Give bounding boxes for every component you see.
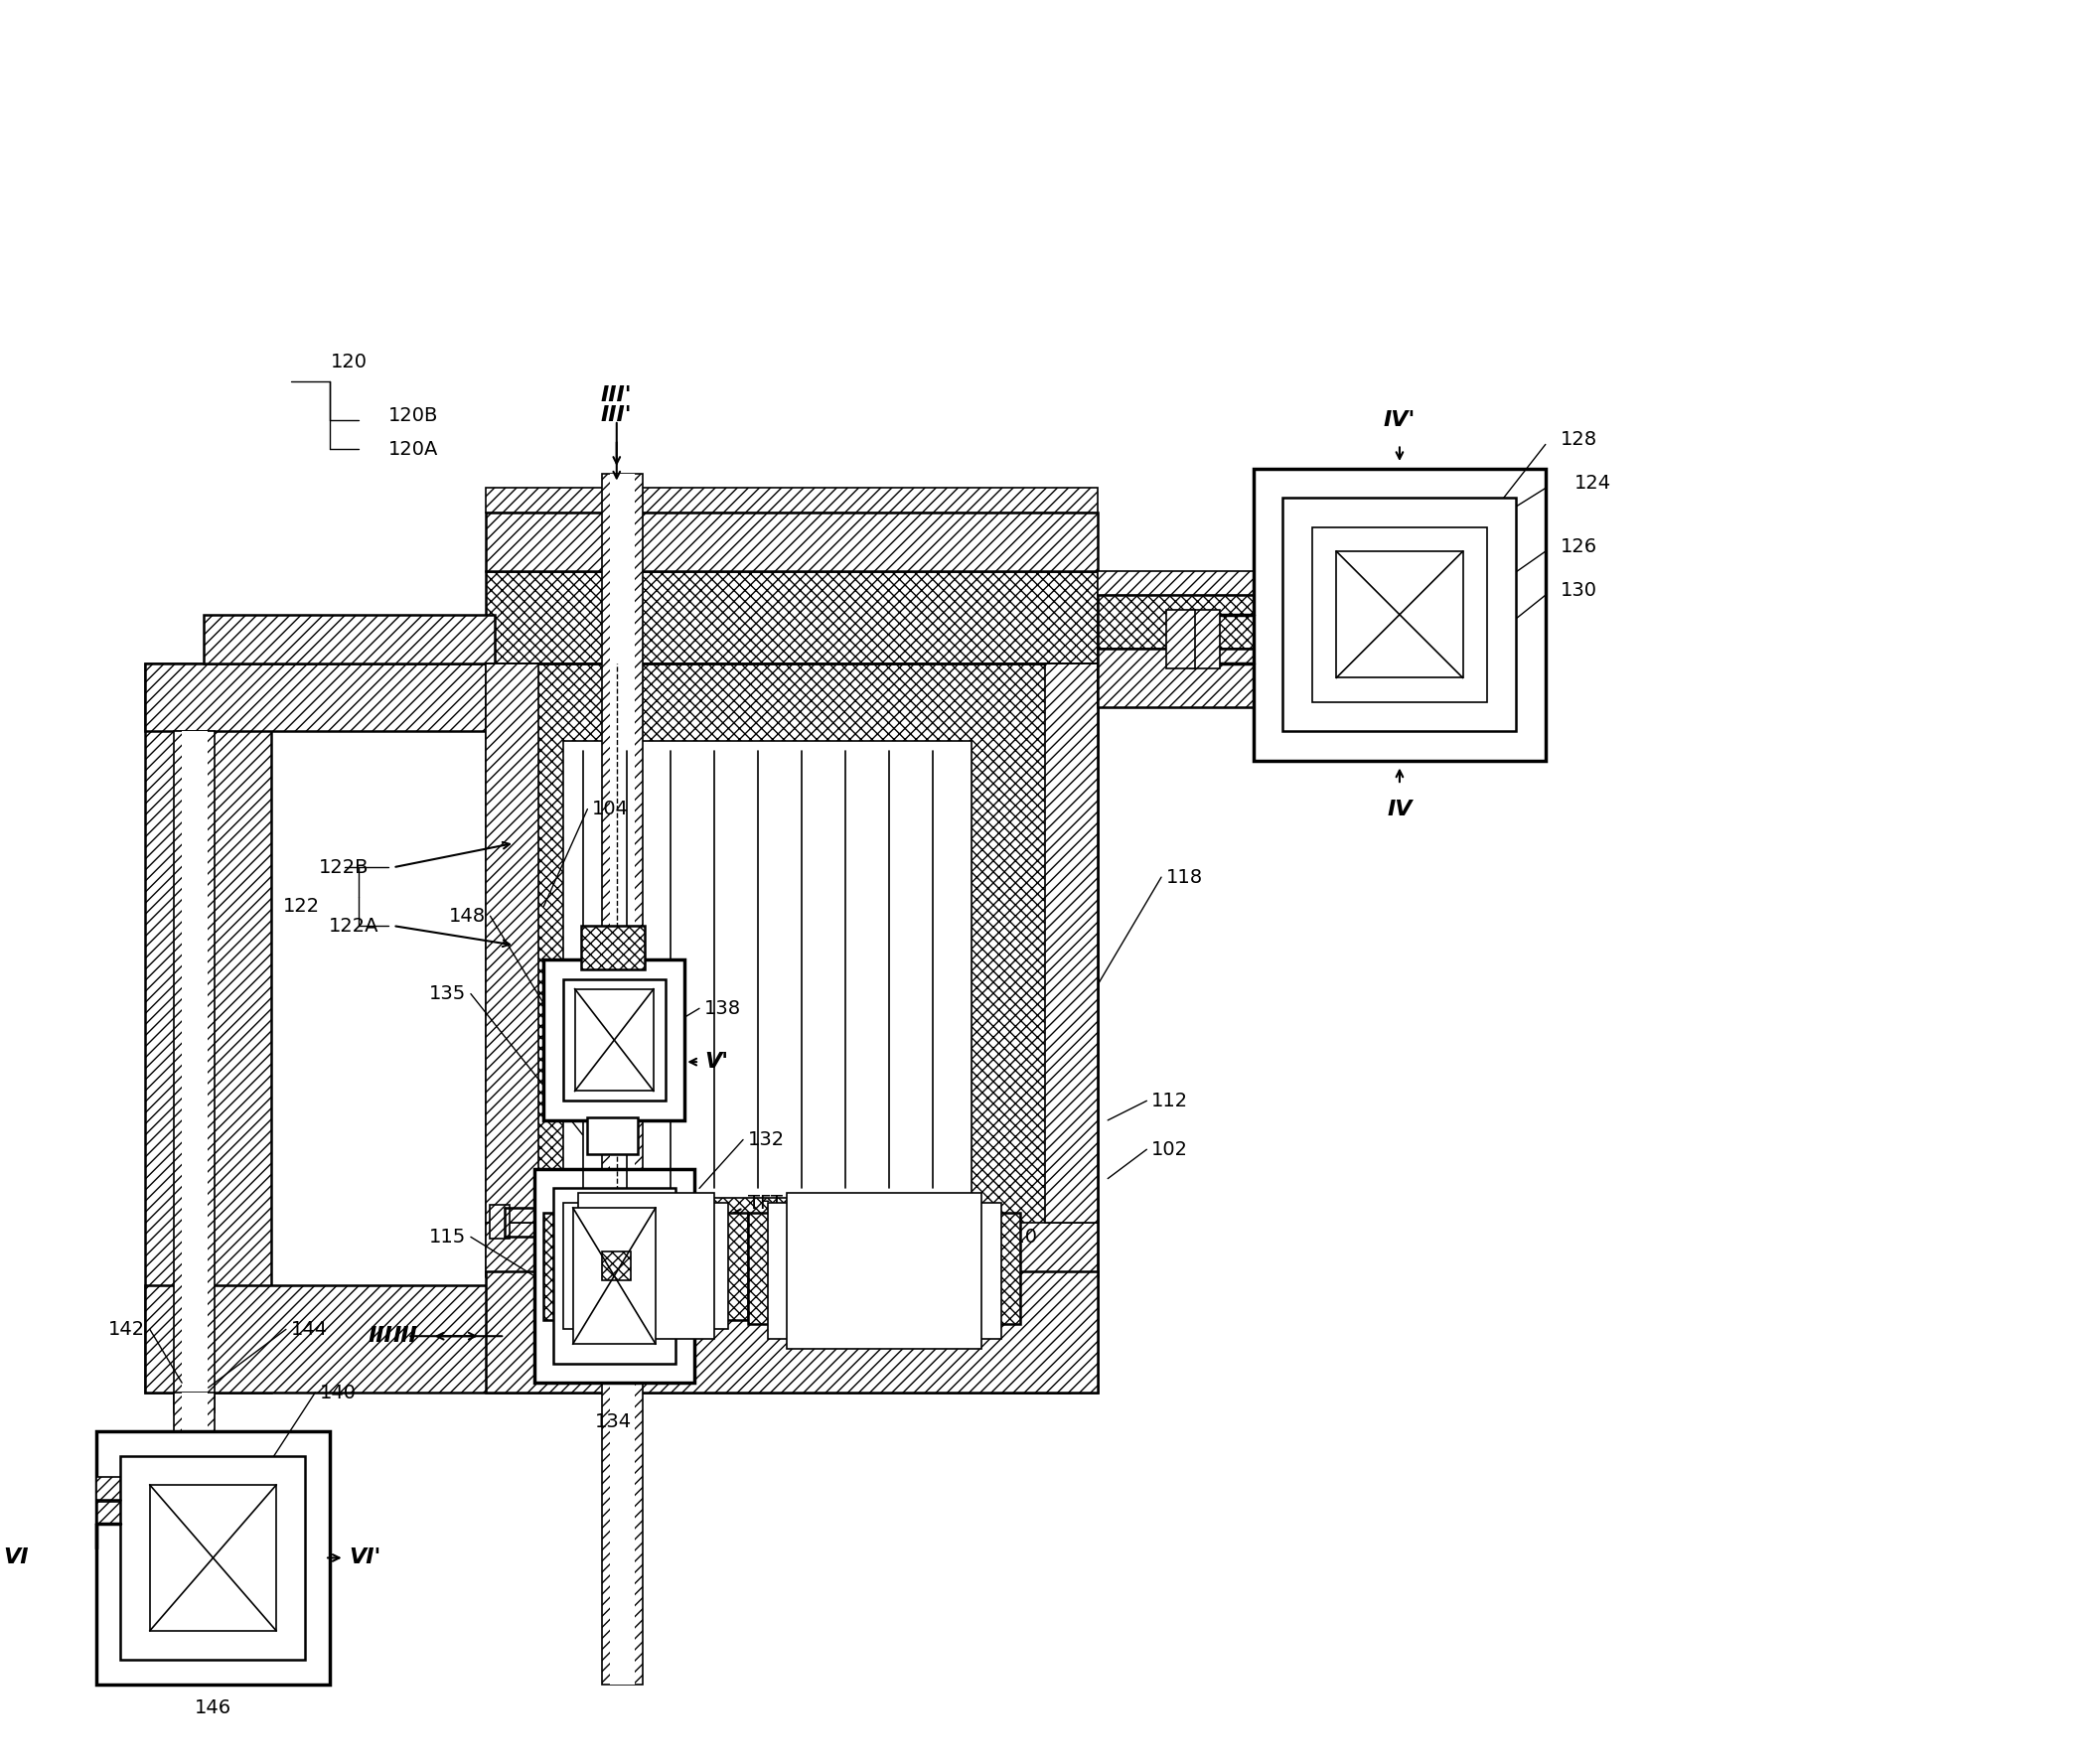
Text: VI': VI' — [350, 1549, 382, 1568]
Bar — [484, 489, 1099, 513]
Bar — [1313, 527, 1487, 702]
Text: 135: 135 — [430, 984, 466, 1004]
Bar — [564, 979, 665, 1101]
Bar — [96, 1499, 124, 1524]
Bar — [145, 663, 271, 1392]
Bar — [1254, 469, 1545, 760]
Text: TFT: TFT — [749, 1194, 782, 1212]
Text: III: III — [369, 1327, 392, 1346]
Bar — [1336, 552, 1464, 677]
Bar — [575, 990, 654, 1092]
Bar — [145, 1286, 1069, 1392]
Text: 138: 138 — [705, 998, 740, 1018]
Text: 130: 130 — [1560, 580, 1596, 600]
Text: V': V' — [705, 1051, 728, 1073]
Text: 102: 102 — [1151, 1140, 1189, 1159]
Text: 120: 120 — [331, 353, 367, 370]
Text: 120A: 120A — [388, 439, 438, 459]
Bar — [484, 1272, 1099, 1392]
Bar — [484, 1222, 1099, 1275]
Bar — [602, 1251, 631, 1281]
Text: 126: 126 — [1560, 536, 1598, 556]
Bar — [535, 1170, 694, 1383]
Bar — [96, 1431, 329, 1685]
Bar — [271, 732, 992, 1286]
Bar — [749, 1212, 1021, 1325]
Bar — [484, 663, 1099, 1275]
Text: 146: 146 — [195, 1699, 231, 1718]
Bar — [182, 1392, 208, 1558]
Bar — [484, 663, 539, 1222]
Bar — [992, 663, 1099, 1392]
Text: 132: 132 — [749, 1131, 784, 1148]
Bar — [149, 1485, 277, 1630]
Text: 118: 118 — [1166, 868, 1204, 887]
Bar — [1099, 649, 1273, 707]
Text: 134: 134 — [596, 1411, 631, 1431]
Bar — [554, 1189, 675, 1364]
Bar — [768, 1203, 1000, 1339]
Bar — [1099, 572, 1273, 594]
Bar — [122, 1455, 306, 1660]
Bar — [1044, 663, 1099, 1222]
Text: 136: 136 — [698, 1217, 736, 1237]
Bar — [484, 513, 1099, 572]
Bar — [543, 960, 686, 1120]
Bar — [564, 1203, 728, 1330]
Text: 120B: 120B — [388, 406, 438, 425]
Bar — [1099, 594, 1273, 649]
Text: 148: 148 — [449, 907, 484, 926]
Text: V: V — [709, 1281, 726, 1300]
Text: 142: 142 — [109, 1319, 145, 1339]
Bar — [786, 1192, 981, 1349]
Text: 112: 112 — [1151, 1092, 1189, 1110]
Bar — [1283, 497, 1516, 732]
Bar — [602, 473, 644, 1685]
Bar — [543, 1212, 749, 1319]
Bar — [1191, 610, 1220, 669]
Bar — [564, 741, 971, 1198]
Bar — [182, 732, 208, 1392]
Bar — [145, 663, 1069, 732]
Text: 110: 110 — [1000, 1228, 1038, 1247]
Text: 122A: 122A — [329, 916, 377, 935]
Bar — [587, 1117, 637, 1154]
Bar — [572, 1208, 656, 1344]
Bar — [174, 1392, 216, 1558]
Bar — [1166, 610, 1195, 669]
Text: 104: 104 — [591, 799, 629, 818]
Bar — [203, 614, 495, 663]
Text: 124: 124 — [1575, 475, 1610, 492]
Text: III: III — [392, 1327, 417, 1346]
Text: 128: 128 — [1560, 430, 1598, 450]
Text: III': III' — [602, 386, 633, 406]
Text: IV': IV' — [1384, 409, 1415, 430]
Bar — [96, 1476, 124, 1501]
Bar — [491, 1205, 510, 1238]
Text: III': III' — [602, 406, 633, 425]
Text: 140: 140 — [321, 1383, 356, 1402]
Text: Cst: Cst — [952, 1237, 983, 1256]
Text: 115: 115 — [430, 1228, 466, 1247]
Bar — [174, 732, 216, 1411]
Bar — [581, 926, 646, 970]
Text: 122: 122 — [283, 896, 321, 916]
Text: VI: VI — [2, 1549, 27, 1568]
Text: IV: IV — [1386, 799, 1411, 818]
Bar — [484, 572, 1099, 663]
Bar — [579, 1192, 713, 1339]
Bar — [610, 473, 635, 1685]
Text: 122B: 122B — [319, 857, 369, 877]
Text: 144: 144 — [291, 1319, 327, 1339]
